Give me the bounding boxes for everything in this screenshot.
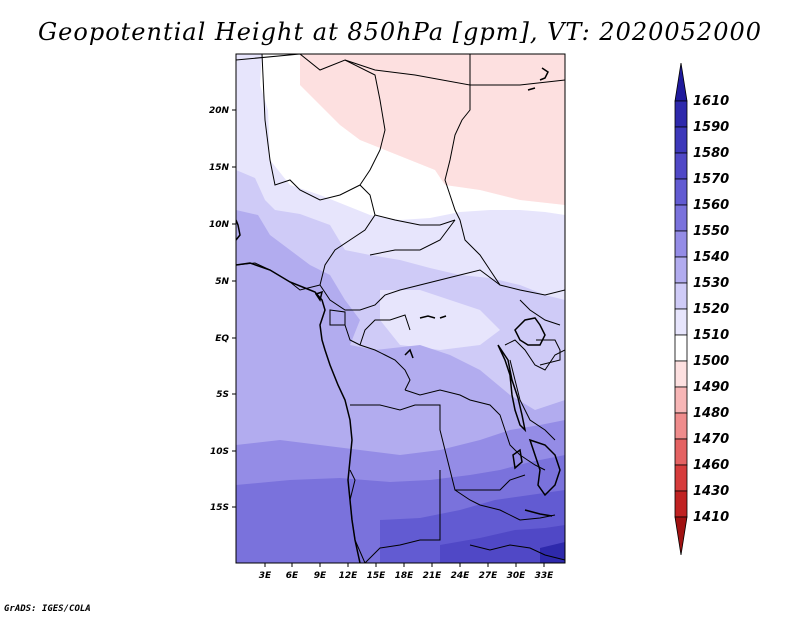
colorbar-swatch: [674, 334, 688, 362]
lon-label-12e: 12E: [339, 571, 359, 581]
lat-axis: 20N 15N 10N 5N EQ 5S 10S 15S: [209, 106, 236, 513]
lon-label-9e: 9E: [314, 571, 327, 581]
country-borders: [236, 54, 565, 563]
lat-label-10s: 10S: [210, 447, 229, 457]
lon-label-3e: 3E: [259, 571, 272, 581]
colorbar-label: 1480: [693, 406, 729, 421]
colorbar: 1610 1590 1580 1570 1560 1550 1540 1530 1520 1510…: [674, 62, 729, 556]
colorbar-label: 1540: [693, 250, 729, 265]
colorbar-label: 1580: [693, 146, 729, 161]
grads-credit: GrADS: IGES/COLA: [4, 604, 91, 614]
lat-label-15s: 15S: [210, 503, 229, 513]
lon-label-27e: 27E: [479, 571, 499, 581]
colorbar-label: 1610: [693, 94, 729, 109]
colorbar-swatch: [674, 204, 688, 232]
colorbar-swatch: [674, 490, 688, 518]
lon-label-24e: 24E: [451, 571, 471, 581]
colorbar-swatch: [674, 256, 688, 284]
colorbar-swatch: [674, 412, 688, 440]
lat-label-15n: 15N: [209, 163, 230, 173]
lat-label-eq: EQ: [215, 334, 229, 344]
colorbar-swatch: [674, 62, 688, 102]
colorbar-label: 1500: [693, 354, 729, 369]
colorbar-label: 1560: [693, 198, 729, 213]
lat-label-5s: 5S: [216, 390, 229, 400]
coastlines: [236, 67, 561, 563]
map-title: Geopotential Height at 850hPa [gpm], VT:…: [38, 18, 762, 46]
colorbar-label: 1470: [693, 432, 729, 447]
colorbar-swatch: [674, 282, 688, 310]
colorbar-swatch: [674, 386, 688, 414]
lat-label-20n: 20N: [209, 106, 230, 116]
lon-label-30e: 30E: [507, 571, 527, 581]
lat-label-10n: 10N: [209, 220, 230, 230]
colorbar-swatch: [674, 360, 688, 388]
colorbar-swatch: [674, 308, 688, 336]
colorbar-swatch: [674, 126, 688, 154]
lon-label-6e: 6E: [286, 571, 299, 581]
colorbar-swatch: [674, 464, 688, 492]
lat-label-5n: 5N: [215, 277, 229, 287]
colorbar-label: 1530: [693, 276, 729, 291]
colorbar-swatch: [674, 152, 688, 180]
colorbar-label: 1550: [693, 224, 729, 239]
lon-label-18e: 18E: [395, 571, 415, 581]
colorbar-swatch: [674, 100, 688, 128]
map-frame: [235, 53, 566, 564]
colorbar-label: 1570: [693, 172, 729, 187]
lon-label-21e: 21E: [423, 571, 443, 581]
colorbar-label: 1590: [693, 120, 729, 135]
colorbar-label: 1430: [693, 484, 729, 499]
colorbar-label: 1410: [693, 510, 729, 525]
colorbar-swatch: [674, 438, 688, 466]
colorbar-label: 1490: [693, 380, 729, 395]
colorbar-swatch: [674, 516, 688, 556]
colorbar-label: 1510: [693, 328, 729, 343]
height-field: [236, 54, 565, 563]
colorbar-label: 1520: [693, 302, 729, 317]
lon-axis: 3E 6E 9E 12E 15E 18E 21E 24E 27E 30E 33E: [259, 563, 554, 581]
lon-label-33e: 33E: [535, 571, 555, 581]
colorbar-swatch: [674, 178, 688, 206]
colorbar-swatch: [674, 230, 688, 258]
colorbar-label: 1460: [693, 458, 729, 473]
lon-label-15e: 15E: [367, 571, 387, 581]
